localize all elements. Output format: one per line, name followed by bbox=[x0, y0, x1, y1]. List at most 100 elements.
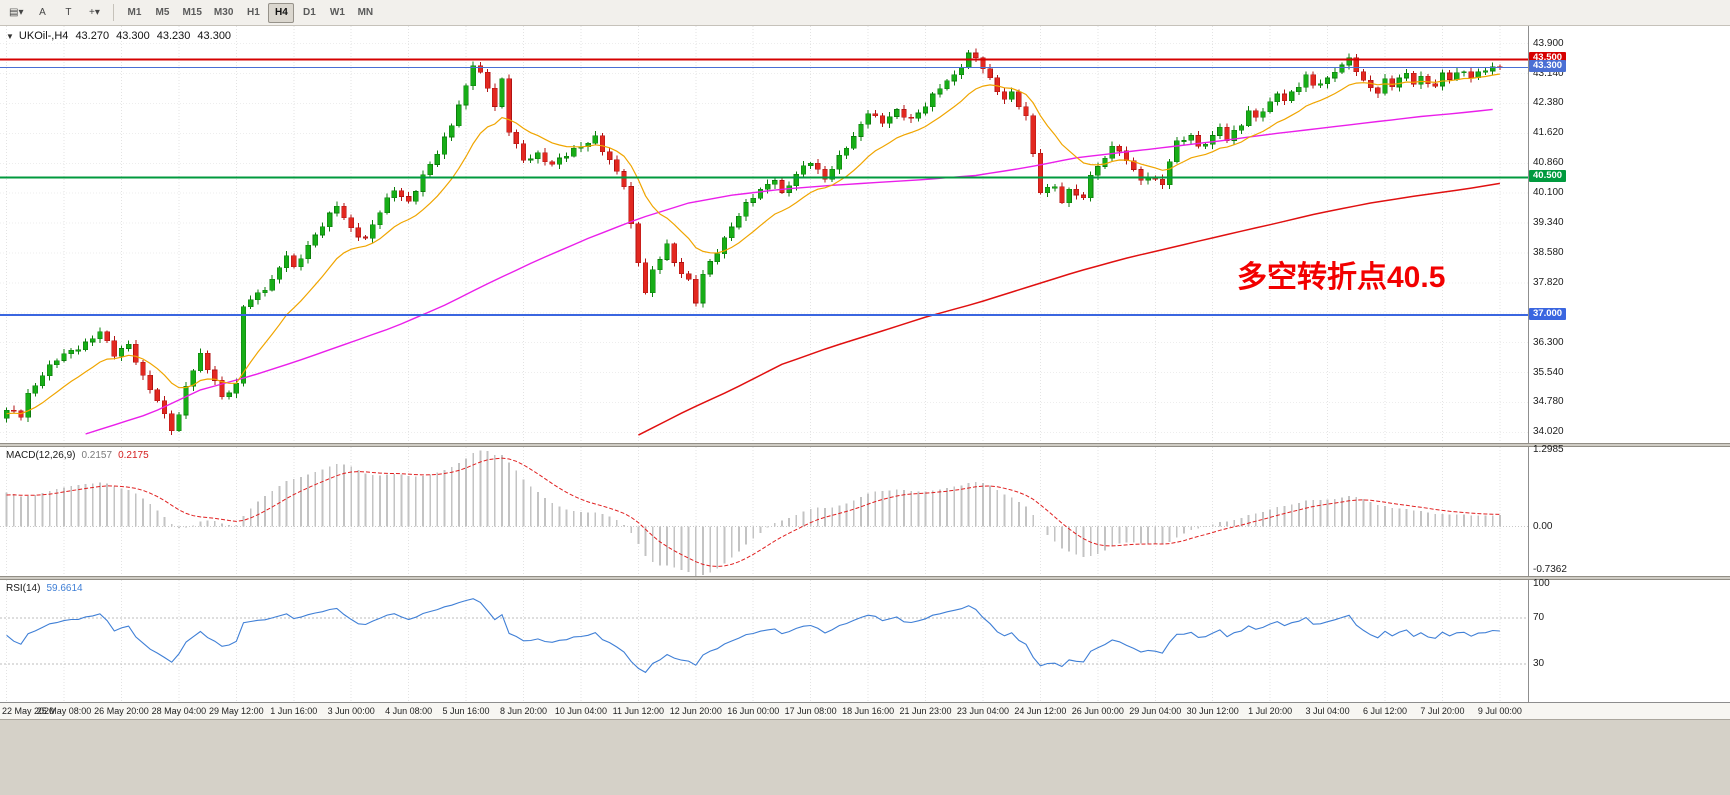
candle-body bbox=[283, 255, 290, 268]
candle-body bbox=[1339, 64, 1345, 73]
candle-body bbox=[492, 87, 498, 107]
ohlc-low: 43.230 bbox=[156, 30, 191, 42]
candle-body bbox=[714, 253, 720, 262]
candle-body bbox=[398, 190, 405, 197]
candle-body bbox=[326, 212, 333, 228]
macd-canvas bbox=[0, 447, 1529, 576]
candle-body bbox=[298, 258, 304, 267]
timeframe-button-m30[interactable]: M30 bbox=[209, 3, 238, 23]
candle-body bbox=[1202, 144, 1209, 147]
panel-divider[interactable] bbox=[0, 576, 1730, 580]
template-tool-button[interactable]: T bbox=[56, 3, 80, 23]
candle-body bbox=[1281, 93, 1288, 101]
timeframe-button-w1[interactable]: W1 bbox=[324, 3, 350, 23]
candle-body bbox=[384, 197, 390, 214]
time-axis-label: 6 Jul 12:00 bbox=[1362, 706, 1408, 716]
time-axis-label: 23 Jun 04:00 bbox=[956, 706, 1009, 716]
candle-body bbox=[987, 68, 993, 79]
candle-body bbox=[793, 173, 799, 186]
candle-body bbox=[1080, 194, 1087, 199]
candle-body bbox=[599, 135, 606, 153]
ohlc-open: 43.270 bbox=[75, 30, 110, 42]
time-axis-label: 3 Jun 00:00 bbox=[327, 706, 375, 716]
candle-body bbox=[901, 109, 907, 118]
time-axis-label: 11 Jun 12:00 bbox=[612, 706, 665, 716]
candle-body bbox=[513, 132, 519, 144]
macd-panel: MACD(12,26,9) 0.2157 0.2175 1.2985 0.00 -0.7… bbox=[0, 445, 1730, 576]
timeframe-button-mn[interactable]: MN bbox=[352, 3, 378, 23]
candle-body bbox=[800, 165, 807, 175]
candle-body bbox=[305, 244, 311, 259]
candle-body bbox=[621, 171, 627, 187]
candle-body bbox=[571, 147, 577, 157]
timeframe-button-h4[interactable]: H4 bbox=[268, 2, 295, 23]
candle-body bbox=[1008, 91, 1015, 100]
time-axis-label: 29 May 12:00 bbox=[209, 706, 264, 716]
macd-histogram bbox=[5, 450, 1501, 576]
time-axis-label: 18 Jun 16:00 bbox=[842, 706, 895, 716]
candle-body bbox=[1454, 72, 1460, 80]
chart-style-button[interactable]: ▤▾ bbox=[4, 3, 28, 23]
candle-body bbox=[212, 369, 218, 381]
candle-body bbox=[226, 392, 232, 398]
candle-body bbox=[348, 217, 354, 228]
candle-body bbox=[154, 389, 160, 401]
candle-body bbox=[1030, 115, 1036, 154]
toolbar-separator bbox=[113, 4, 115, 21]
horizontal-lines-layer[interactable] bbox=[0, 58, 1528, 317]
candle-body bbox=[262, 289, 268, 293]
timeframe-button-m1[interactable]: M1 bbox=[121, 3, 147, 23]
time-axis[interactable]: 22 May 2020 25 May 08:00 26 May 20:00 28 Ma… bbox=[0, 702, 1730, 719]
candle-body bbox=[240, 306, 247, 384]
candle-body bbox=[772, 180, 778, 185]
candle-body bbox=[1296, 86, 1302, 93]
candle-body bbox=[1167, 161, 1173, 185]
candle-body bbox=[1375, 87, 1381, 94]
time-axis-label: 25 May 08:00 bbox=[36, 706, 92, 716]
candle-body bbox=[312, 234, 318, 246]
candle-body bbox=[456, 104, 462, 127]
candle-body bbox=[1382, 78, 1388, 94]
candle-body bbox=[1317, 83, 1324, 86]
candle-body bbox=[255, 292, 261, 301]
panel-divider[interactable] bbox=[0, 443, 1730, 447]
timeframe-button-h1[interactable]: H1 bbox=[240, 3, 266, 23]
timeframe-button-d1[interactable]: D1 bbox=[296, 3, 322, 23]
time-axis-label: 7 Jul 20:00 bbox=[1420, 706, 1465, 716]
candle-body bbox=[205, 352, 211, 371]
macd-signal-line bbox=[6, 457, 1500, 568]
candle-body bbox=[1073, 188, 1079, 196]
timeframe-button-m5[interactable]: M5 bbox=[149, 3, 175, 23]
time-axis-label: 28 May 04:00 bbox=[151, 706, 207, 716]
timeframe-button-m15[interactable]: M15 bbox=[177, 3, 206, 23]
candle-body bbox=[1447, 72, 1453, 80]
candle-body bbox=[951, 74, 957, 82]
candle-body bbox=[1418, 75, 1424, 85]
candle-body bbox=[133, 343, 139, 363]
candle-body bbox=[391, 190, 397, 199]
candle-body bbox=[664, 243, 670, 260]
candle-body bbox=[1238, 125, 1245, 131]
candle-body bbox=[1231, 129, 1237, 141]
candle-body bbox=[650, 269, 656, 293]
symbol-header: ▼ UKOil-,H4 43.270 43.300 43.230 43.300 bbox=[6, 30, 231, 42]
candle-body bbox=[1044, 187, 1051, 193]
candle-body bbox=[1174, 140, 1180, 163]
time-axis-label: 26 May 20:00 bbox=[94, 706, 149, 716]
candle-body bbox=[764, 184, 771, 190]
candle-body bbox=[46, 364, 53, 377]
one-click-trading-toggle[interactable]: ▼ bbox=[6, 31, 14, 41]
ohlc-high: 43.300 bbox=[116, 30, 150, 42]
crosshair-tool-button[interactable]: +▾ bbox=[82, 3, 106, 23]
candle-body bbox=[140, 362, 146, 376]
time-axis-label: 4 Jun 08:00 bbox=[385, 706, 433, 716]
time-axis-label: 22 May 2020 bbox=[2, 706, 55, 716]
time-axis-label: 1 Jul 20:00 bbox=[1248, 706, 1293, 716]
candle-body bbox=[82, 341, 89, 351]
text-tool-button[interactable]: A bbox=[30, 3, 54, 23]
candle-body bbox=[1360, 71, 1367, 81]
rsi-panel: RSI(14) 59.6614 100 70 30 bbox=[0, 579, 1730, 702]
candle-body bbox=[291, 255, 297, 267]
rsi-line bbox=[6, 598, 1500, 674]
time-axis-label: 16 Jun 00:00 bbox=[727, 706, 780, 716]
